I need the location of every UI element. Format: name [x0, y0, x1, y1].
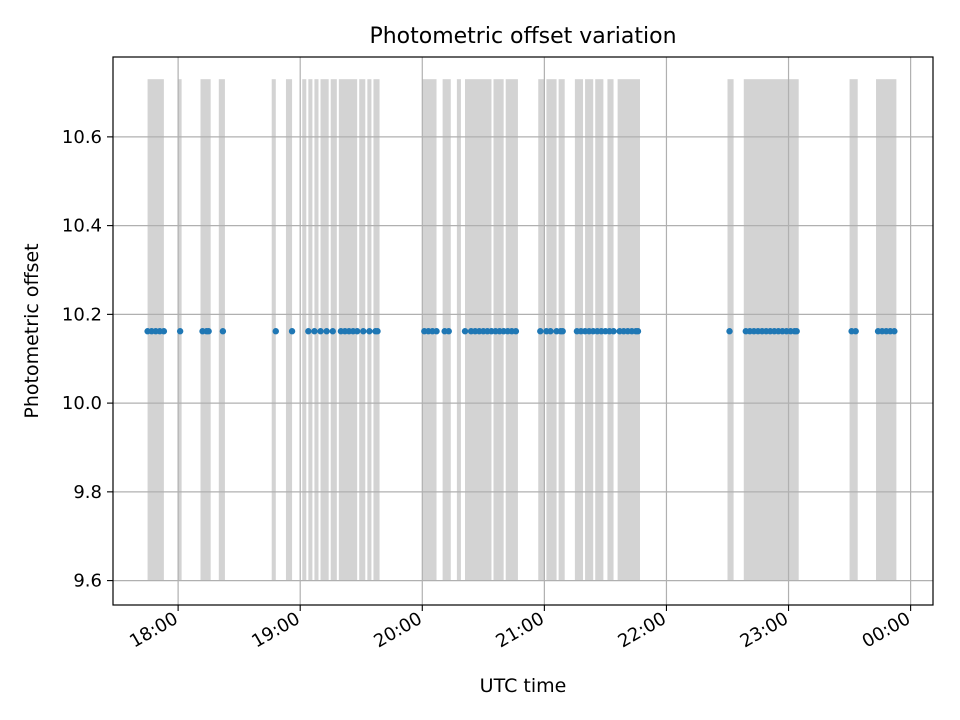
x-tick-label: 19:00	[248, 608, 303, 652]
y-tick-label: 10.6	[62, 127, 102, 148]
data-point	[891, 328, 898, 335]
y-axis-label: Photometric offset	[21, 243, 43, 418]
data-point	[547, 328, 554, 335]
x-tick-label: 00:00	[859, 608, 914, 652]
data-point	[366, 328, 373, 335]
y-axis-ticks: 9.6 9.8 10.0 10.2 10.4 10.6	[62, 127, 113, 592]
y-tick-label: 9.8	[73, 482, 102, 503]
shaded-span	[456, 79, 461, 581]
y-tick-label: 9.6	[73, 571, 102, 592]
data-point	[353, 328, 361, 335]
data-point	[537, 328, 544, 335]
grid-lines	[113, 57, 933, 605]
data-point	[160, 328, 168, 335]
data-point	[323, 328, 330, 335]
x-axis-ticks: 18:00 19:00 20:00 21:00 22:00 23:00 00:00	[126, 605, 914, 652]
data-point	[610, 328, 617, 335]
x-tick-label: 21:00	[492, 608, 547, 652]
data-point	[374, 328, 381, 335]
x-tick-label: 20:00	[370, 608, 425, 652]
data-point	[317, 328, 324, 335]
data-point	[634, 328, 642, 335]
data-point	[288, 328, 296, 335]
data-point	[305, 328, 312, 335]
shaded-span	[302, 79, 307, 581]
data-point	[559, 328, 566, 335]
data-point	[219, 328, 227, 335]
x-tick-label: 22:00	[615, 608, 670, 652]
data-point	[311, 328, 318, 335]
data-point	[852, 328, 859, 335]
data-point	[360, 328, 367, 335]
data-point	[461, 328, 469, 335]
x-tick-label: 18:00	[126, 608, 181, 652]
y-tick-label: 10.2	[62, 304, 102, 325]
data-point	[433, 328, 440, 335]
data-point	[329, 328, 336, 335]
data-point	[176, 328, 184, 335]
data-point	[512, 328, 520, 335]
shaded-span	[285, 79, 293, 581]
data-point	[205, 328, 212, 335]
data-point	[726, 328, 733, 335]
data-point	[272, 328, 279, 335]
x-tick-label: 23:00	[737, 608, 792, 652]
data-points	[144, 328, 898, 335]
data-point	[793, 328, 800, 335]
chart-title: Photometric offset variation	[369, 24, 676, 49]
plot-frame	[112, 56, 934, 606]
data-point	[445, 328, 452, 335]
y-tick-label: 10.4	[62, 216, 102, 237]
y-tick-label: 10.0	[62, 393, 102, 414]
x-axis-label: UTC time	[480, 675, 567, 697]
